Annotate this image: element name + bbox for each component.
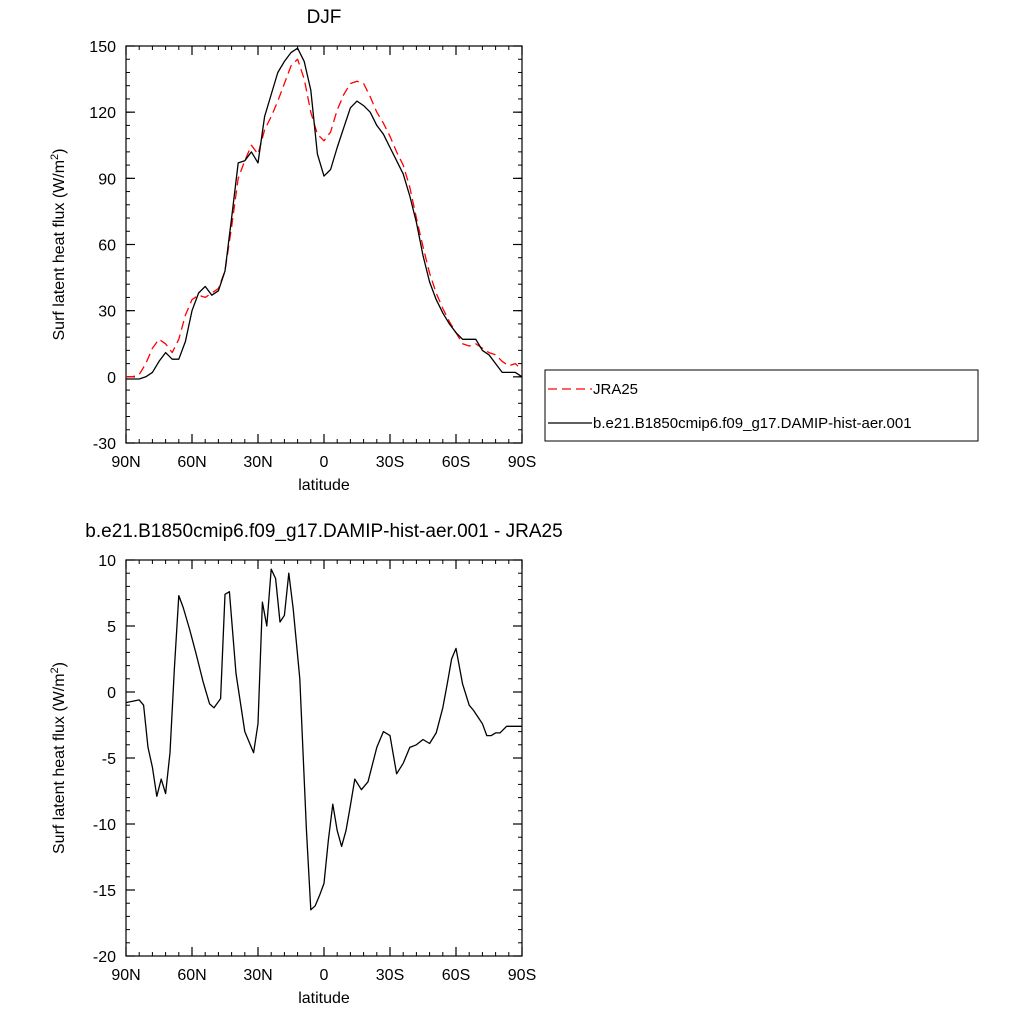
y-tick-label: 90 xyxy=(98,171,116,188)
y-tick-label: -30 xyxy=(93,436,116,453)
series-line-1 xyxy=(126,47,523,380)
y-tick-label: 60 xyxy=(98,238,116,255)
y-tick-label: -15 xyxy=(93,883,116,900)
series-line-0 xyxy=(126,58,523,378)
x-tick-label: 60S xyxy=(442,967,470,984)
x-tick-label: 60N xyxy=(177,454,206,471)
x-tick-label: 90N xyxy=(111,967,140,984)
x-tick-label: 60N xyxy=(177,967,206,984)
x-tick-label: 30N xyxy=(243,967,272,984)
x-tick-label: 30N xyxy=(243,454,272,471)
x-tick-label: 90S xyxy=(508,454,536,471)
x-axis-label: latitude xyxy=(298,477,350,494)
x-tick-label: 0 xyxy=(320,454,329,471)
x-tick-label: 0 xyxy=(320,967,329,984)
y-tick-label: 5 xyxy=(107,619,116,636)
legend-label: JRA25 xyxy=(593,381,638,398)
y-tick-label: 150 xyxy=(89,39,116,56)
chart-title: b.e21.B1850cmip6.f09_g17.DAMIP-hist-aer.… xyxy=(85,521,562,542)
djf-panel: DJF 90N 60N 30N 0 30S 60S 90S -30 0 30 60 90 120 150 la… xyxy=(49,7,536,494)
x-tick-label: 30S xyxy=(376,967,404,984)
y-tick-label: 0 xyxy=(107,370,116,387)
plot-frame xyxy=(125,45,523,444)
legend-box xyxy=(544,369,979,442)
y-tick-label: 0 xyxy=(107,685,116,702)
x-tick-label: 30S xyxy=(376,454,404,471)
x-tick-label: 90S xyxy=(508,967,536,984)
plot-frame xyxy=(125,559,523,957)
y-tick-label: 120 xyxy=(89,105,116,122)
y-tick-label: 10 xyxy=(98,553,116,570)
y-tick-label: -20 xyxy=(93,949,116,966)
chart-title: DJF xyxy=(307,7,342,28)
y-tick-label: -5 xyxy=(102,751,116,768)
legend-label: b.e21.B1850cmip6.f09_g17.DAMIP-hist-aer.… xyxy=(593,415,912,432)
legend: JRA25 b.e21.B1850cmip6.f09_g17.DAMIP-hist… xyxy=(544,369,979,442)
y-tick-label: -10 xyxy=(93,817,116,834)
y-tick-label: 30 xyxy=(98,304,116,321)
x-axis-label: latitude xyxy=(298,990,350,1007)
x-tick-label: 90N xyxy=(111,454,140,471)
y-axis-label: Surf latent heat flux (W/m2) xyxy=(49,662,68,854)
series-line-0 xyxy=(125,568,522,911)
x-tick-label: 60S xyxy=(442,454,470,471)
difference-panel: b.e21.B1850cmip6.f09_g17.DAMIP-hist-aer.… xyxy=(49,521,563,1007)
y-axis-label: Surf latent heat flux (W/m2) xyxy=(49,149,68,341)
